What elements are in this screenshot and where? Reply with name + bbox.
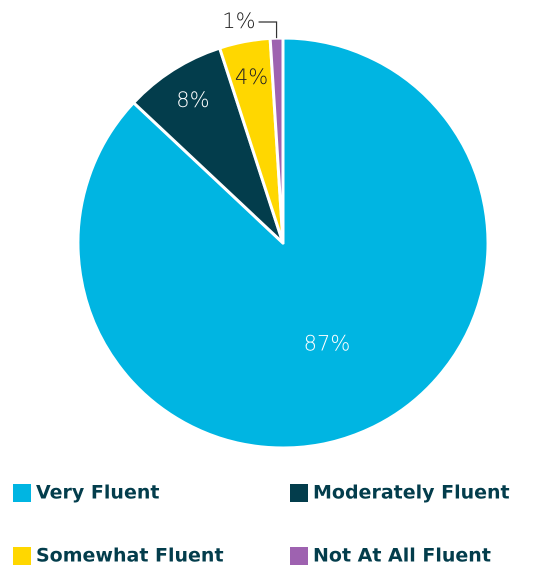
legend-item: Very Fluent — [13, 482, 159, 504]
slice-label: 1% — [222, 9, 255, 33]
slice-label: 4% — [235, 65, 268, 89]
slice-label: 8% — [176, 88, 209, 112]
legend-label: Somewhat Fluent — [36, 545, 224, 567]
slice-label: 87% — [304, 332, 351, 356]
legend-item: Moderately Fluent — [290, 482, 510, 504]
pie-slice — [132, 46, 285, 245]
legend-label: Very Fluent — [36, 482, 159, 504]
legend-label: Moderately Fluent — [313, 482, 510, 504]
legend-swatch — [290, 484, 308, 502]
legend-swatch — [13, 547, 31, 565]
leader-line — [258, 21, 278, 39]
legend-swatch — [13, 484, 31, 502]
legend-item: Not At All Fluent — [290, 545, 491, 567]
legend-label: Not At All Fluent — [313, 545, 491, 567]
pie-slice — [76, 36, 490, 450]
legend-item: Somewhat Fluent — [13, 545, 224, 567]
legend-swatch — [290, 547, 308, 565]
